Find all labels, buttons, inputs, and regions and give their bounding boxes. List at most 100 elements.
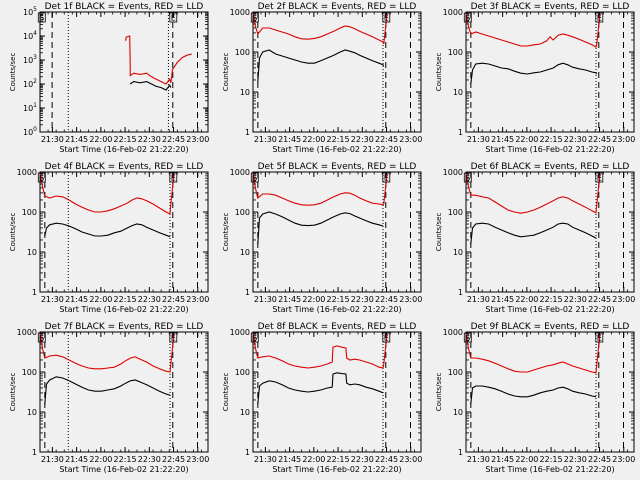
y-tick-label: 100 <box>22 368 37 377</box>
marker-s-box <box>463 12 472 23</box>
x-axis-label: Start Time (16-Feb-02 21:22:20) <box>59 145 188 154</box>
y-tick-label: 100 <box>235 368 250 377</box>
series-lld <box>252 333 388 369</box>
plot-frame <box>465 331 635 453</box>
y-tick-label: 1000 <box>17 168 37 177</box>
y-axis-label: Counts/sec <box>222 53 230 92</box>
x-tick-label: 23:00 <box>186 295 209 304</box>
detector-panel-2: Det 2f BLACK = Events, RED = LLD Counts/s… <box>222 2 422 154</box>
y-tick-label: 101 <box>23 102 37 113</box>
x-tick-label: 21:30 <box>41 455 64 464</box>
marker-s-label: S <box>252 174 257 183</box>
marker-s-label: S <box>252 14 257 23</box>
detector-panel-1: Det 1f BLACK = Events, RED = LLD Counts/s… <box>9 2 209 154</box>
panel-title: Det 3f BLACK = Events, RED = LLD <box>471 2 630 12</box>
x-tick-label: 22:45 <box>588 455 611 464</box>
marker-e-box <box>382 172 391 183</box>
panel-title: Det 4f BLACK = Events, RED = LLD <box>45 162 204 172</box>
panel-title: Det 2f BLACK = Events, RED = LLD <box>258 2 417 12</box>
x-tick-label: 21:45 <box>491 455 514 464</box>
series-events <box>470 62 598 85</box>
x-tick-label: 22:45 <box>375 295 398 304</box>
x-tick-label: 21:45 <box>65 295 88 304</box>
y-tick-label: 1 <box>245 128 250 137</box>
x-tick-label: 22:45 <box>162 295 185 304</box>
marker-e-label: E <box>597 334 602 343</box>
y-axis-label: Counts/sec <box>222 373 230 412</box>
plot-frame <box>465 11 635 133</box>
y-tick-label: 1000 <box>230 8 250 17</box>
panel-title: Det 6f BLACK = Events, RED = LLD <box>471 162 630 172</box>
x-tick-label: 22:15 <box>114 135 137 144</box>
x-tick-label: 22:45 <box>375 455 398 464</box>
marker-s-label: S <box>39 174 44 183</box>
x-tick-label: 21:30 <box>41 295 64 304</box>
panel-title: Det 8f BLACK = Events, RED = LLD <box>258 322 417 332</box>
y-tick-label: 10 <box>27 248 37 257</box>
x-tick-label: 21:45 <box>278 135 301 144</box>
marker-s-box <box>37 12 46 23</box>
marker-s-label: S <box>465 14 470 23</box>
x-axis-label: Start Time (16-Feb-02 21:22:20) <box>59 305 188 314</box>
series-events <box>257 49 385 83</box>
marker-e-label: E <box>171 334 176 343</box>
x-tick-label: 22:30 <box>351 135 374 144</box>
x-tick-label: 21:30 <box>254 455 277 464</box>
marker-e-label: E <box>171 174 176 183</box>
y-axis-label: Counts/sec <box>9 373 17 412</box>
series-lld <box>465 333 601 374</box>
y-tick-label: 1 <box>32 448 37 457</box>
y-axis-label: Counts/sec <box>435 53 443 92</box>
x-tick-label: 21:45 <box>491 135 514 144</box>
y-tick-label: 104 <box>23 30 37 41</box>
x-tick-label: 22:30 <box>564 455 587 464</box>
marker-e-box <box>595 332 604 343</box>
detector-panel-5: Det 5f BLACK = Events, RED = LLD Counts/s… <box>222 162 422 314</box>
y-axis-label: Counts/sec <box>222 213 230 252</box>
x-tick-label: 22:00 <box>515 455 538 464</box>
x-tick-label: 22:15 <box>327 455 350 464</box>
x-tick-label: 22:30 <box>351 455 374 464</box>
y-tick-label: 10 <box>240 248 250 257</box>
plot-frame <box>39 331 209 453</box>
x-tick-label: 22:00 <box>515 295 538 304</box>
y-axis-label: Counts/sec <box>9 213 17 252</box>
x-tick-label: 22:15 <box>540 135 563 144</box>
x-tick-label: 22:00 <box>515 135 538 144</box>
x-tick-label: 23:00 <box>399 455 422 464</box>
y-tick-label: 105 <box>23 6 37 17</box>
x-tick-label: 23:00 <box>186 135 209 144</box>
y-tick-label: 10 <box>240 408 250 417</box>
panel-title: Det 1f BLACK = Events, RED = LLD <box>45 2 204 12</box>
x-tick-label: 23:00 <box>612 295 635 304</box>
marker-e-label: E <box>597 14 602 23</box>
x-tick-label: 22:00 <box>302 455 325 464</box>
marker-s-box <box>250 172 259 183</box>
y-tick-label: 100 <box>235 208 250 217</box>
x-tick-label: 22:15 <box>540 295 563 304</box>
marker-s-box <box>463 332 472 343</box>
panel-title: Det 5f BLACK = Events, RED = LLD <box>258 162 417 172</box>
series-events <box>44 222 171 238</box>
series-events <box>470 222 597 245</box>
series-lld <box>252 13 388 45</box>
plot-frame <box>252 11 422 133</box>
y-tick-label: 1000 <box>443 168 463 177</box>
marker-e-box <box>169 12 178 23</box>
y-tick-label: 1000 <box>230 328 250 337</box>
y-tick-label: 1000 <box>443 328 463 337</box>
marker-s-box <box>37 332 46 343</box>
marker-s-label: S <box>465 334 470 343</box>
x-axis-label: Start Time (16-Feb-02 21:22:20) <box>272 465 401 474</box>
x-tick-label: 22:15 <box>114 455 137 464</box>
marker-s-label: S <box>39 14 44 23</box>
y-tick-label: 10 <box>27 408 37 417</box>
y-axis-label: Counts/sec <box>435 373 443 412</box>
x-tick-label: 22:30 <box>564 295 587 304</box>
x-tick-label: 22:00 <box>89 135 112 144</box>
marker-e-box <box>169 332 178 343</box>
y-tick-label: 1 <box>458 128 463 137</box>
x-axis-label: Start Time (16-Feb-02 21:22:20) <box>272 305 401 314</box>
plot-frame <box>39 171 209 293</box>
